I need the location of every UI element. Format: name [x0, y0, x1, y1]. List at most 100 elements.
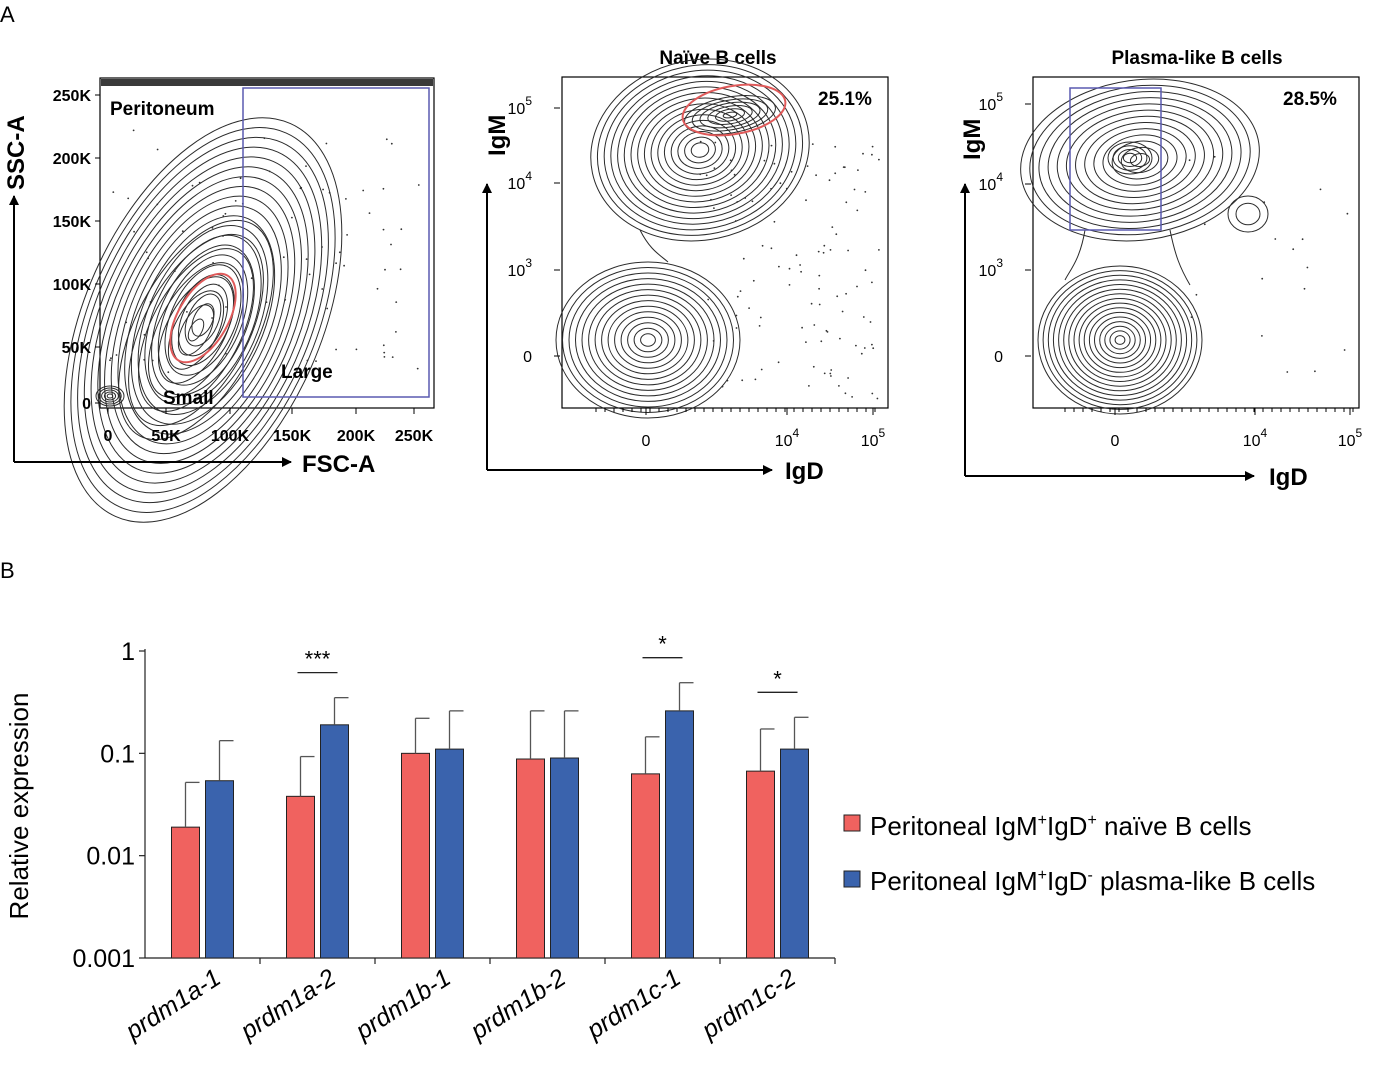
scatter-contour [104, 176, 302, 464]
naive-dot [739, 290, 742, 292]
naive-dot [825, 329, 828, 332]
naive-contour-high [603, 69, 797, 231]
naive-x-tick-label: 0 [642, 433, 651, 450]
bar-y-tick-label: 0.1 [100, 740, 135, 768]
naive-contour-high [690, 142, 710, 158]
naive-contour-high [590, 58, 810, 242]
scatter-dot [321, 246, 323, 248]
scatter-dot [225, 306, 227, 308]
scatter-contour-core [187, 318, 205, 342]
naive-dot [839, 337, 841, 340]
naive-dot [712, 340, 715, 342]
bar-category-label: prdm1b-2 [465, 963, 571, 1045]
naive-dot [835, 233, 838, 236]
naive-dot [710, 198, 712, 201]
naive-dot [707, 298, 710, 301]
bar-plasma [435, 748, 464, 959]
bar-plasma [320, 724, 349, 959]
naive-dot [752, 279, 755, 282]
scatter-contour-core [147, 262, 245, 398]
naive-dot [818, 287, 820, 290]
legend-item-naive: Peritoneal IgM+IgD+ naïve B cells [843, 811, 1251, 841]
plasma-contour-low [1099, 321, 1141, 359]
scatter-contours [63, 79, 433, 523]
scatter-y-tick-label: 0 [82, 396, 91, 413]
scatter-dot [147, 257, 150, 260]
scatter-dot [284, 298, 287, 301]
legend-item-plasma: Peritoneal IgM+IgD- plasma-like B cells [843, 866, 1315, 896]
significance-marker: *** [305, 647, 331, 672]
plasma-contour-high [1075, 115, 1205, 205]
naive-dot [871, 145, 874, 148]
scatter-contour [117, 195, 289, 445]
scatter-dot [143, 333, 146, 336]
scatter-dots [109, 129, 420, 374]
naive-y-tick-label: 105 [508, 94, 533, 118]
plasma-contour-island [1227, 195, 1269, 233]
scatter-dot [198, 181, 201, 184]
naive-x-ticks: 0 104 105 [595, 408, 886, 450]
scatter-dot [417, 184, 420, 186]
scatter-contour-core [128, 233, 264, 427]
scatter-dot [143, 358, 146, 361]
scatter-dot [343, 264, 345, 267]
gate-large-box [242, 87, 430, 398]
scatter-contour-debris [106, 393, 114, 399]
naive-dot [713, 207, 715, 210]
naive-dot [795, 254, 798, 257]
naive-dot [831, 226, 834, 229]
bar-category-label: prdm1b-1 [350, 964, 456, 1046]
scatter-dot [416, 367, 419, 370]
scatter-dot [338, 251, 341, 254]
naive-y-tick-exp: 5 [525, 94, 532, 108]
plasma-contour-high [1065, 109, 1215, 211]
scatter-dot [308, 273, 311, 276]
plasma-contour-low [1047, 274, 1193, 406]
scatter-dot [345, 198, 347, 200]
bar-naive [746, 770, 775, 959]
bar-naive [516, 758, 545, 959]
scatter-dot [383, 356, 386, 358]
scatter-dot [181, 230, 184, 233]
scatter-dot [382, 344, 385, 347]
naive-contour-core [699, 101, 761, 129]
naive-y-ticks: 105 104 103 0 [508, 94, 560, 366]
naive-contour-low [594, 294, 702, 386]
scatter-y-tick-label: 250K [53, 88, 92, 105]
scatter-dot [132, 129, 135, 132]
naive-dot [871, 343, 873, 346]
bar-chart: Relative expression 10.10.010.001 ***** … [4, 632, 836, 1046]
scatter-contour [144, 234, 262, 406]
scatter-dot [115, 354, 118, 356]
naive-y-tick-label: 103 [508, 256, 533, 280]
naive-y-tick-exp: 3 [525, 256, 532, 270]
scatter-dot [127, 197, 130, 200]
naive-dot [851, 396, 853, 398]
plasma-contour-low [1114, 335, 1126, 345]
naive-contour-high [663, 119, 737, 181]
naive-contour-low [601, 300, 695, 380]
naive-dot [770, 187, 772, 190]
plasma-title: Plasma-like B cells [1111, 48, 1282, 69]
scatter-dot [376, 287, 379, 290]
scatter-dot [305, 258, 308, 260]
naive-plot: Naïve B cells 25.1% 105 104 103 0 0 104 105 I… [482, 48, 889, 485]
scatter-dot [335, 348, 337, 351]
plasma-x-tick-label: 0 [1111, 433, 1120, 450]
naive-dot [856, 209, 859, 212]
naive-dot [806, 165, 809, 168]
scatter-dot [268, 170, 271, 173]
plasma-dot [1301, 238, 1304, 241]
naive-dot [759, 316, 762, 319]
naive-dot [838, 385, 840, 387]
scatter-dot [167, 371, 170, 374]
scatter-dot [263, 137, 266, 140]
naive-dot [820, 340, 823, 343]
naive-dot [744, 197, 747, 199]
panel-b-label: B [0, 558, 15, 583]
scatter-dot [400, 228, 403, 231]
plasma-contour-high [1056, 103, 1224, 217]
naive-dot [847, 377, 849, 379]
naive-contour-low [581, 283, 715, 397]
scatter-contour-debris [101, 389, 119, 403]
